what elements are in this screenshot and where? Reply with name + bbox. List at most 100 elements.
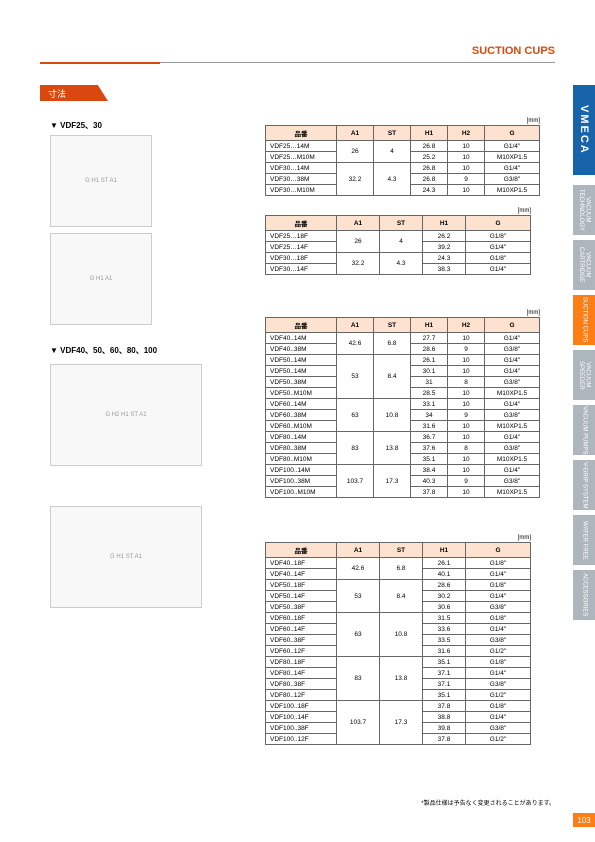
table-cell: G1/4" [466, 264, 531, 275]
table-cell: 37.1 [423, 668, 466, 679]
table-cell: 28.6 [423, 580, 466, 591]
table-cell: VDF80..38F [266, 679, 337, 690]
table-header: 品番 [266, 543, 337, 558]
table-header: H1 [423, 216, 466, 231]
table-row: VDF60..14M6310.833.110G1/4" [266, 399, 540, 410]
table-header: G [485, 318, 540, 333]
table-cell: G1/4" [466, 668, 531, 679]
table-cell: VDF25…14M [266, 141, 337, 152]
sidebar-tab-speeder[interactable]: VACUUM SPEEDER [573, 350, 595, 400]
table-cell: 10 [448, 141, 485, 152]
table-cell: 35.1 [411, 454, 448, 465]
spec-table: 品番A1STH1H2GVDF25…14M26426.810G1/4"VDF25…… [265, 125, 540, 196]
table-cell: G1/4" [485, 141, 540, 152]
table-cell: 10 [448, 432, 485, 443]
table-cell: 10 [448, 454, 485, 465]
table-cell: 26.8 [411, 163, 448, 174]
sidebar-tab-vgrip[interactable]: V-GRIP SYSTEM [573, 460, 595, 510]
table-cell: 39.2 [423, 242, 466, 253]
table-cell: VDF80..12F [266, 690, 337, 701]
table-cell: VDF30…14M [266, 163, 337, 174]
table-cell: 4.3 [374, 163, 411, 196]
table-cell: G1/8" [466, 657, 531, 668]
table-cell: M10XP1.5 [485, 487, 540, 498]
sidebar-tab-water[interactable]: WATER FREE [573, 515, 595, 565]
table-cell: 37.8 [423, 734, 466, 745]
table-cell: 9 [448, 174, 485, 185]
table-row: VDF25…18F26426.2G1/8" [266, 231, 531, 242]
table-cell: 10 [448, 163, 485, 174]
table-header: G [485, 126, 540, 141]
table-cell: G1/8" [466, 231, 531, 242]
table-cell: 27.7 [411, 333, 448, 344]
table-cell: 28.5 [411, 388, 448, 399]
table-cell: G1/8" [466, 701, 531, 712]
sidebar-tab-cartridge[interactable]: VACUUM CARTRIDGE [573, 240, 595, 290]
table-cell: VDF60..18F [266, 613, 337, 624]
table-cell: VDF50..14F [266, 591, 337, 602]
table-cell: 38.4 [411, 465, 448, 476]
table-cell: 30.2 [423, 591, 466, 602]
sidebar-tab-technology[interactable]: VACUUM TECHNOLOGY [573, 185, 595, 235]
table-cell: 26.2 [423, 231, 466, 242]
table-cell: VDF80..M10M [266, 454, 337, 465]
table-cell: 83 [337, 657, 380, 701]
sidebar-tab-accessories[interactable]: ACCESSORIES [573, 570, 595, 620]
table-cell: VDF80..38M [266, 443, 337, 454]
table-cell: 53 [337, 580, 380, 613]
sidebar-tab-pumps[interactable]: VACUUM PUMPS [573, 405, 595, 455]
table-cell: 83 [337, 432, 374, 465]
sidebar-tab-cups[interactable]: SUCTION CUPS [573, 295, 595, 345]
table-cell: VDF50..18F [266, 580, 337, 591]
table-cell: G1/8" [466, 253, 531, 264]
table-cell: 17.3 [380, 701, 423, 745]
table-header: H2 [448, 318, 485, 333]
table-cell: G1/8" [466, 558, 531, 569]
table-cell: 26.8 [411, 141, 448, 152]
table-cell: VDF100..M10M [266, 487, 337, 498]
table-cell: G1/4" [466, 712, 531, 723]
header-rule-accent [40, 62, 160, 64]
table-header: ST [374, 318, 411, 333]
table-cell: 10 [448, 399, 485, 410]
table-row: VDF40..14M42.66.827.710G1/4" [266, 333, 540, 344]
table-cell: G3/8" [485, 443, 540, 454]
table-cell: 37.8 [423, 701, 466, 712]
table-cell: 31.6 [411, 421, 448, 432]
table-cell: M10XP1.5 [485, 454, 540, 465]
table-header: 品番 [266, 318, 337, 333]
table-cell: VDF100..38M [266, 476, 337, 487]
table-row: VDF30…14M32.24.326.810G1/4" [266, 163, 540, 174]
table-header: A1 [337, 318, 374, 333]
table-cell: G1/4" [485, 366, 540, 377]
table-cell: VDF25…18F [266, 231, 337, 242]
table-cell: G1/4" [485, 355, 540, 366]
table-cell: 8.4 [380, 580, 423, 613]
table-cell: 33.5 [423, 635, 466, 646]
table-cell: 33.1 [411, 399, 448, 410]
diagram-vdf40-top: G H2 H1 ST A1 [50, 364, 202, 466]
table-cell: 6.8 [374, 333, 411, 355]
table-cell: VDF60..M10M [266, 421, 337, 432]
table-row: VDF60..18F6310.831.5G1/8" [266, 613, 531, 624]
table-row: VDF50..14M538.426.110G1/4" [266, 355, 540, 366]
table-cell: M10XP1.5 [485, 421, 540, 432]
table-header: ST [380, 216, 423, 231]
spec-table: 品番A1STH1GVDF25…18F26426.2G1/8"VDF25…14F3… [265, 215, 531, 275]
spec-table: 品番A1STH1H2GVDF40..14M42.66.827.710G1/4"V… [265, 317, 540, 498]
table-cell: 36.7 [411, 432, 448, 443]
table-cell: 8 [448, 377, 485, 388]
table-cell: 10 [448, 487, 485, 498]
table-cell: 9 [448, 476, 485, 487]
table-header: G [466, 216, 531, 231]
table-cell: VDF25…M10M [266, 152, 337, 163]
table-cell: 26 [337, 141, 374, 163]
table-cell: 32.2 [337, 253, 380, 275]
table-cell: VDF80..14F [266, 668, 337, 679]
table-cell: VDF40..18F [266, 558, 337, 569]
table-cell: 10 [448, 465, 485, 476]
unit-label: [mm] [265, 310, 540, 316]
table-cell: 10 [448, 355, 485, 366]
table-cell: 8 [448, 443, 485, 454]
table-cell: VDF50..M10M [266, 388, 337, 399]
